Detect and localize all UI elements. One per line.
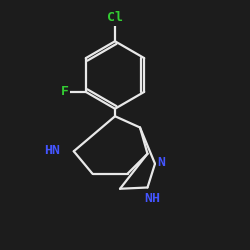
Text: NH: NH [144, 192, 160, 205]
Text: F: F [60, 86, 68, 98]
Text: N: N [157, 156, 165, 170]
Text: Cl: Cl [107, 11, 123, 24]
Text: HN: HN [44, 144, 60, 156]
